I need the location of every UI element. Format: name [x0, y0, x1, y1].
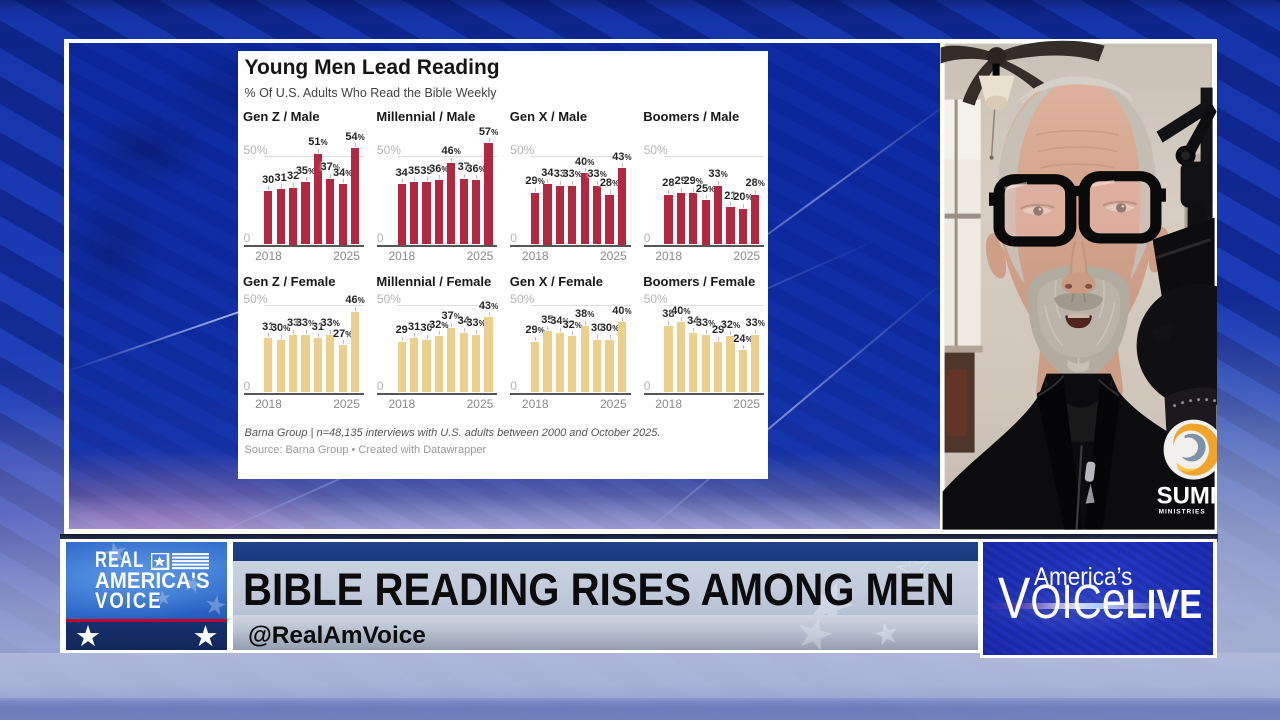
- svg-text:MINISTRIES: MINISTRIES: [1159, 508, 1206, 515]
